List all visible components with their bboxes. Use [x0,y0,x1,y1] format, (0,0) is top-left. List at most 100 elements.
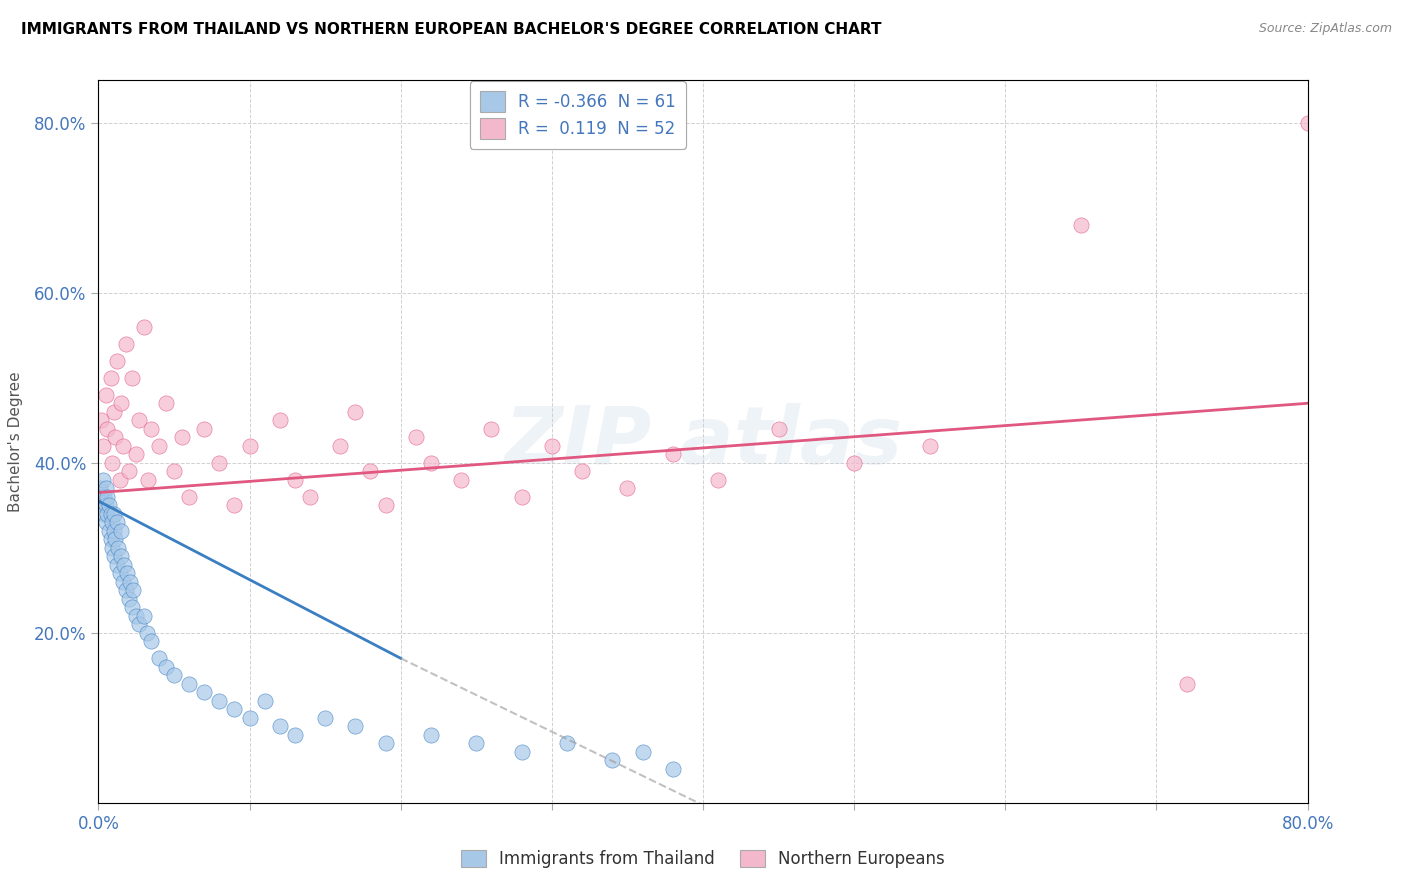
Point [122,583,145,598]
Point [344,719,367,733]
Point [1296,116,1319,130]
Point [110,524,132,538]
Point [121,371,143,385]
Legend: R = -0.366  N = 61, R =  0.119  N = 52: R = -0.366 N = 61, R = 0.119 N = 52 [470,81,686,149]
Point [193,422,215,436]
Point [405,430,427,444]
Point [96,507,118,521]
Point [540,439,562,453]
Point [120,574,142,589]
Point [94,516,117,530]
Point [918,439,941,453]
Point [103,549,125,564]
Point [510,745,533,759]
Point [101,541,124,555]
Point [98,524,121,538]
Point [103,405,125,419]
Point [94,498,117,512]
Point [118,464,141,478]
Point [114,583,136,598]
Point [110,549,132,564]
Point [115,566,138,581]
Point [101,516,124,530]
Point [510,490,533,504]
Point [105,353,128,368]
Point [89,481,111,495]
Point [98,498,121,512]
Point [661,447,683,461]
Point [103,524,125,538]
Point [170,430,193,444]
Text: ZIP atlas: ZIP atlas [503,402,903,481]
Point [91,498,114,512]
Point [96,490,118,504]
Point [125,608,148,623]
Point [1070,218,1092,232]
Point [224,498,246,512]
Point [118,591,141,606]
Point [239,711,262,725]
Point [108,473,131,487]
Point [103,507,125,521]
Point [110,396,132,410]
Point [105,558,128,572]
Text: Source: ZipAtlas.com: Source: ZipAtlas.com [1258,22,1392,36]
Point [128,617,150,632]
Point [616,481,638,495]
Point [450,473,472,487]
Point [112,558,135,572]
Point [208,456,231,470]
Point [94,388,117,402]
Point [707,473,730,487]
Point [179,677,201,691]
Point [555,736,578,750]
Text: IMMIGRANTS FROM THAILAND VS NORTHERN EUROPEAN BACHELOR'S DEGREE CORRELATION CHAR: IMMIGRANTS FROM THAILAND VS NORTHERN EUR… [21,22,882,37]
Point [374,736,396,750]
Point [631,745,654,759]
Point [94,481,117,495]
Point [135,625,157,640]
Point [239,439,262,453]
Point [208,694,231,708]
Point [132,608,155,623]
Point [602,753,624,767]
Point [93,507,115,521]
Point [100,371,122,385]
Point [104,430,127,444]
Point [100,533,122,547]
Point [768,422,790,436]
Point [374,498,396,512]
Point [114,336,136,351]
Point [141,422,163,436]
Point [329,439,352,453]
Point [111,574,134,589]
Point [100,507,122,521]
Point [125,447,148,461]
Point [253,694,276,708]
Point [481,422,503,436]
Point [108,566,131,581]
Point [141,634,163,648]
Point [90,490,112,504]
Point [314,711,336,725]
Point [163,464,186,478]
Y-axis label: Bachelor's Degree: Bachelor's Degree [8,371,22,512]
Point [269,719,291,733]
Point [844,456,866,470]
Legend: Immigrants from Thailand, Northern Europeans: Immigrants from Thailand, Northern Europ… [454,843,952,875]
Point [93,490,115,504]
Point [132,319,155,334]
Point [107,541,129,555]
Point [420,728,443,742]
Point [104,533,127,547]
Point [284,473,307,487]
Point [344,405,367,419]
Point [90,413,112,427]
Point [1175,677,1198,691]
Point [224,702,246,716]
Point [179,490,201,504]
Point [148,651,170,665]
Point [571,464,593,478]
Point [101,456,124,470]
Point [661,762,683,776]
